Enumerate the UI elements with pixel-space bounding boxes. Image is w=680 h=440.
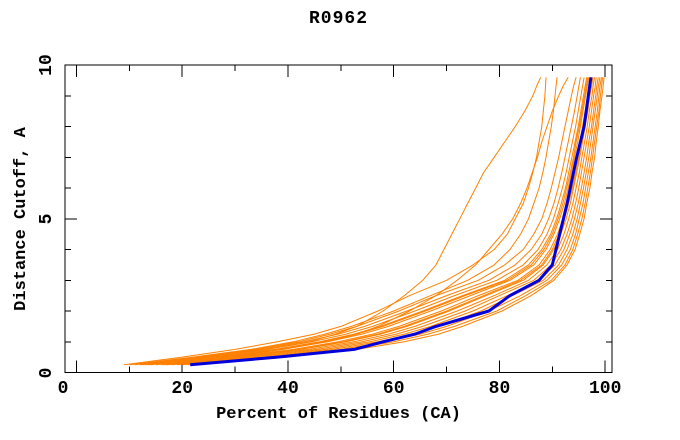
- x-tick-label: 60: [382, 379, 405, 399]
- consensus-curve: [190, 77, 593, 367]
- model-curve: [198, 77, 604, 366]
- model-curve: [150, 77, 588, 366]
- x-tick-label: 0: [57, 379, 69, 399]
- model-curve: [155, 77, 590, 366]
- curves: [124, 77, 605, 367]
- model-curve: [129, 77, 558, 366]
- x-tick-label: 40: [277, 379, 299, 399]
- model-curve: [166, 77, 594, 366]
- model-curve: [171, 77, 596, 366]
- model-curve: [147, 77, 589, 366]
- x-tick-label: 100: [588, 379, 622, 399]
- x-tick-label: 80: [488, 379, 511, 399]
- model-curve: [134, 77, 577, 366]
- model-curve: [124, 77, 547, 366]
- x-axis-title: Percent of Residues (CA): [216, 405, 461, 424]
- model-curve: [139, 77, 581, 366]
- axis-frame: [64, 64, 613, 373]
- model-curve: [142, 77, 585, 366]
- x-tick-label: 20: [171, 379, 194, 399]
- y-tick-label: 5: [37, 213, 57, 225]
- model-curve: [166, 77, 569, 366]
- chart-title: R0962: [308, 9, 368, 29]
- y-tick-label: 10: [37, 54, 57, 76]
- model-curve: [161, 77, 592, 366]
- model-curve: [176, 77, 597, 366]
- y-tick-label: 0: [37, 367, 57, 378]
- model-curve: [145, 77, 542, 366]
- model-curve: [182, 77, 599, 366]
- model-curve: [192, 77, 605, 366]
